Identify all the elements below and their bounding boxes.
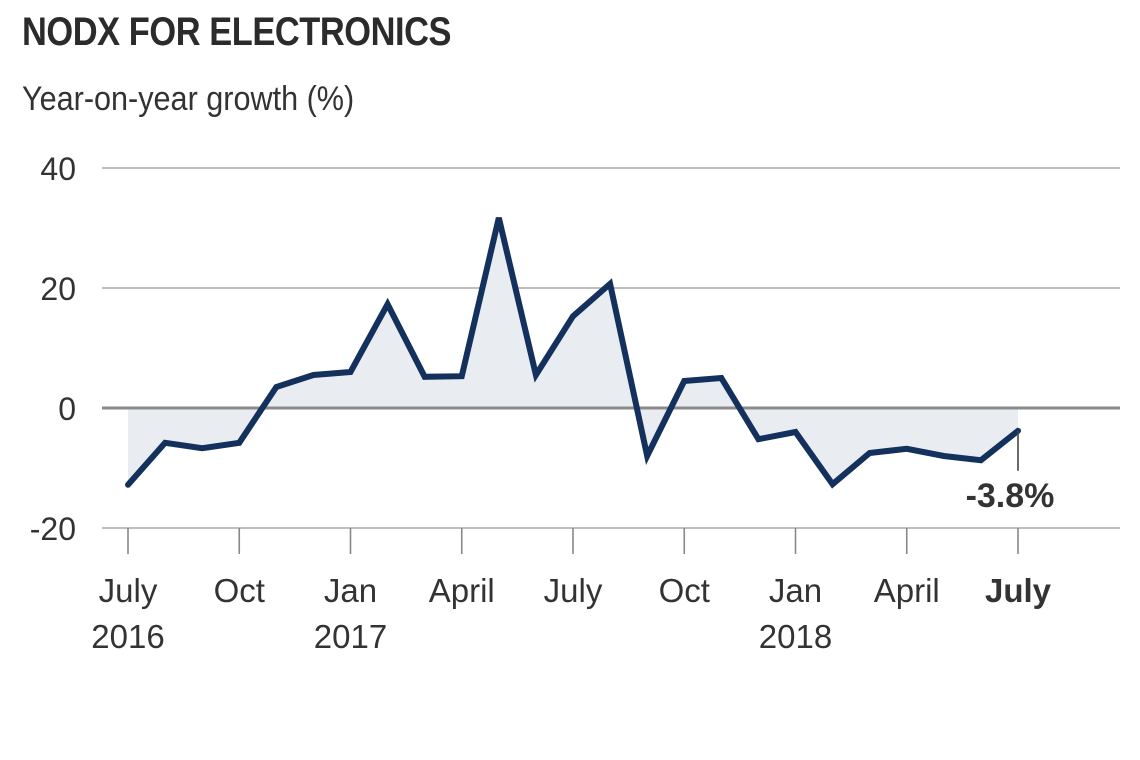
x-tick-label: July [99, 572, 158, 609]
chart-title: NODX FOR ELECTRONICS [22, 10, 452, 54]
y-tick-label: 20 [40, 271, 76, 307]
area-layer [128, 217, 1018, 485]
x-tick-label: July [985, 572, 1052, 609]
x-axis: July 2016 Oct Jan 2017 April July Oct Jan 2018 Apr… [91, 528, 1052, 655]
y-axis: 40 20 0 -20 [30, 151, 76, 547]
series-line [125, 217, 1021, 489]
x-tick-label: April [874, 572, 940, 609]
annotation-layer: -3.8% [966, 430, 1055, 515]
annotation-label: -3.8% [966, 477, 1055, 515]
x-tick-label: Oct [659, 572, 710, 609]
x-tick-label: Oct [214, 572, 265, 609]
x-tick-year-label: 2018 [759, 618, 832, 655]
chart-subtitle: Year-on-year growth (%) [22, 80, 355, 118]
y-tick-label: -20 [30, 511, 76, 547]
line-layer [125, 217, 1021, 489]
x-tick-label: April [429, 572, 495, 609]
x-tick-year-label: 2017 [314, 618, 387, 655]
area-fill [128, 217, 1018, 485]
y-tick-label: 0 [58, 391, 76, 427]
y-tick-label: 40 [40, 151, 76, 187]
x-tick-label: Jan [324, 572, 377, 609]
x-tick-year-label: 2016 [91, 618, 164, 655]
x-tick-label: July [544, 572, 603, 609]
x-tick-label: Jan [769, 572, 822, 609]
